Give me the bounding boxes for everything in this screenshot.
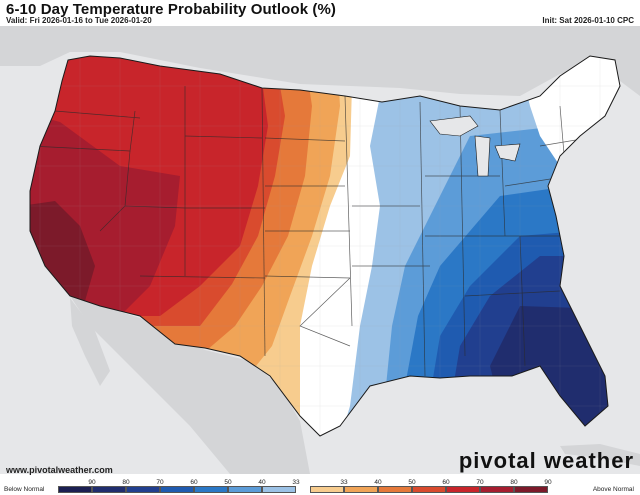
valid-period: Valid: Fri 2026-01-16 to Tue 2026-01-20 xyxy=(6,16,152,25)
legend-swatch-below-50 xyxy=(194,486,228,493)
website-url: www.pivotalweather.com xyxy=(6,465,113,475)
color-legend: Below Normal Above Normal 90 80 70 60 50… xyxy=(0,476,640,495)
legend-below-70: 70 xyxy=(156,479,164,486)
legend-below-80: 80 xyxy=(122,479,130,486)
legend-below-50: 50 xyxy=(224,479,232,486)
legend-swatch-below-90 xyxy=(58,486,92,493)
legend-swatch-above-60 xyxy=(412,486,446,493)
legend-above-90: 90 xyxy=(544,479,552,486)
canada-land xyxy=(0,26,640,96)
legend-swatch-above-80 xyxy=(480,486,514,493)
legend-swatch-below-80 xyxy=(92,486,126,493)
legend-above-80: 80 xyxy=(510,479,518,486)
legend-swatch-below-40 xyxy=(228,486,262,493)
legend-above-40: 40 xyxy=(374,479,382,486)
us-outline xyxy=(29,55,621,437)
legend-swatch-below-70 xyxy=(126,486,160,493)
legend-below-60: 60 xyxy=(190,479,198,486)
above-90-region xyxy=(30,201,95,301)
brand-logo: pivotal weather xyxy=(458,448,634,473)
legend-swatch-above-40 xyxy=(344,486,378,493)
init-time: Init: Sat 2026-01-10 CPC xyxy=(542,16,634,25)
legend-above-60: 60 xyxy=(442,479,450,486)
legend-swatch-below-33 xyxy=(262,486,296,493)
legend-above-33: 33 xyxy=(340,479,348,486)
legend-above-label: Above Normal xyxy=(592,486,634,493)
legend-above-50: 50 xyxy=(408,479,416,486)
great-lakes xyxy=(429,115,521,177)
baja-land xyxy=(70,298,110,386)
legend-below-label: Below Normal xyxy=(4,486,45,493)
legend-swatch-above-50 xyxy=(378,486,412,493)
mexico-land xyxy=(70,296,310,474)
cuba-land xyxy=(560,444,640,466)
legend-swatch-above-90 xyxy=(514,486,548,493)
legend-below-90: 90 xyxy=(88,479,96,486)
legend-above-70: 70 xyxy=(476,479,484,486)
legend-below-33: 33 xyxy=(292,479,300,486)
outlook-map xyxy=(0,26,640,474)
legend-swatch-below-60 xyxy=(160,486,194,493)
map-title: 6-10 Day Temperature Probability Outlook… xyxy=(6,1,337,18)
legend-below-40: 40 xyxy=(258,479,266,486)
legend-swatch-above-33 xyxy=(310,486,344,493)
legend-swatch-above-70 xyxy=(446,486,480,493)
